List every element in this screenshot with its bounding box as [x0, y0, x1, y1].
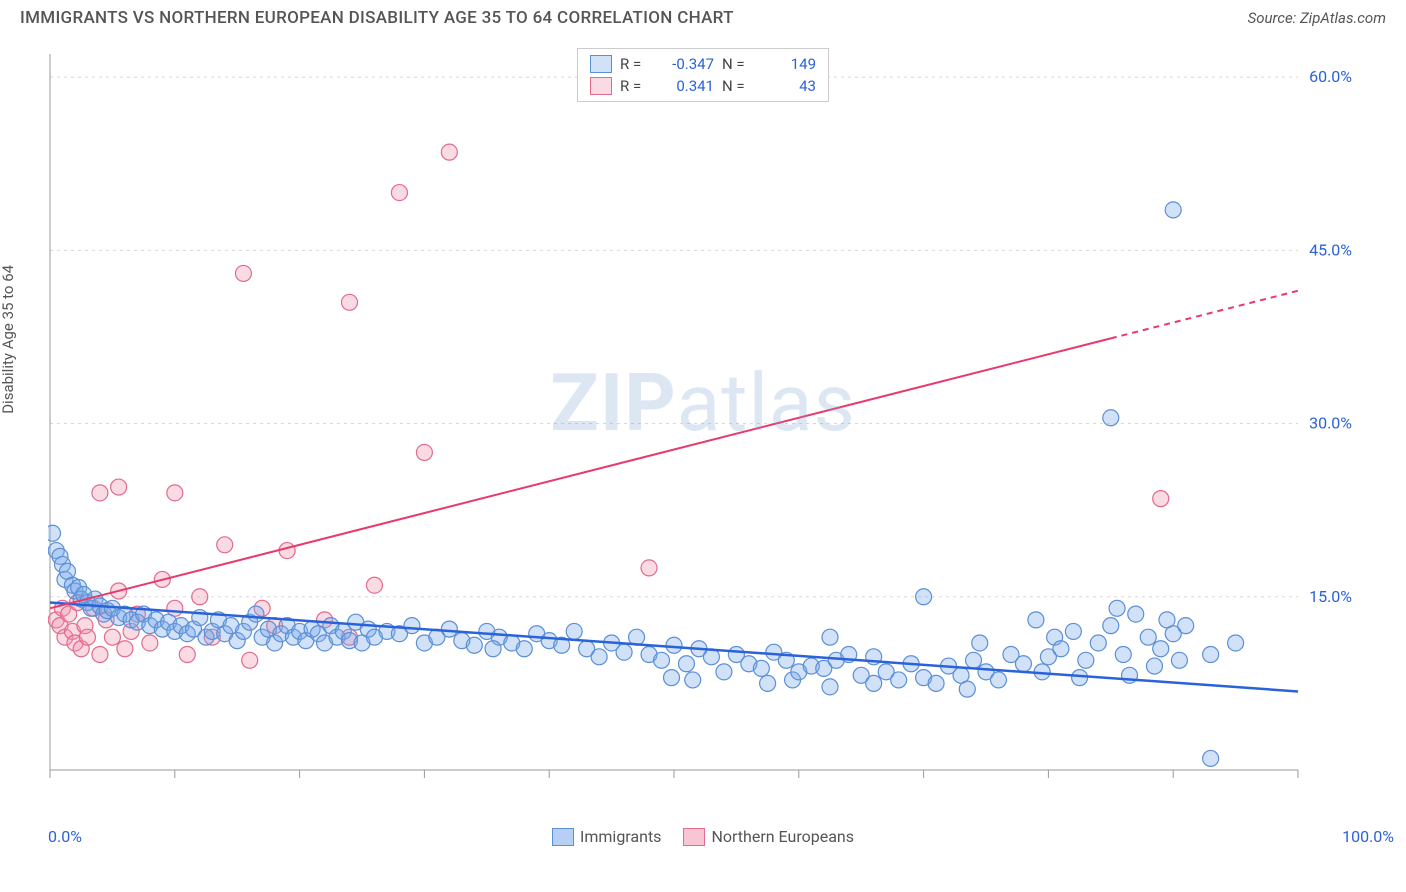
plot-area: 15.0% 30.0% 45.0% 60.0% R = -0.347 N = 149 …	[48, 48, 1358, 788]
legend-r-value-immigrants: -0.347	[654, 55, 714, 73]
svg-text:45.0%: 45.0%	[1309, 240, 1352, 259]
legend-n-label: N =	[722, 55, 748, 73]
legend-n-value-immigrants: 149	[756, 55, 816, 73]
legend-swatch-northern	[590, 77, 612, 95]
legend-swatch-immigrants	[590, 55, 612, 73]
legend-n-label: N =	[722, 77, 748, 95]
svg-text:30.0%: 30.0%	[1309, 414, 1352, 433]
chart-title: IMMIGRANTS VS NORTHERN EUROPEAN DISABILI…	[20, 8, 734, 28]
y-axis-label: Disability Age 35 to 64	[0, 265, 17, 414]
svg-text:15.0%: 15.0%	[1309, 587, 1352, 606]
legend-item-immigrants: Immigrants	[552, 827, 661, 846]
legend-label-northern: Northern Europeans	[711, 827, 854, 846]
correlation-legend: R = -0.347 N = 149 R = 0.341 N = 43	[577, 48, 829, 102]
legend-r-value-northern: 0.341	[654, 77, 714, 95]
chart-container: Disability Age 35 to 64 15.0% 30.0% 45.0% 6…	[0, 32, 1406, 852]
legend-n-value-northern: 43	[756, 77, 816, 95]
chart-header: IMMIGRANTS VS NORTHERN EUROPEAN DISABILI…	[0, 0, 1406, 32]
x-axis-max-label: 100.0%	[1342, 827, 1394, 846]
svg-text:60.0%: 60.0%	[1309, 67, 1352, 86]
series-legend: Immigrants Northern Europeans	[552, 827, 854, 846]
x-axis-min-label: 0.0%	[48, 827, 82, 846]
source-attribution: Source: ZipAtlas.com	[1248, 9, 1386, 27]
legend-r-label: R =	[620, 77, 646, 95]
legend-row-immigrants: R = -0.347 N = 149	[590, 53, 816, 75]
scatter-plot-svg: 15.0% 30.0% 45.0% 60.0%	[48, 48, 1358, 788]
legend-swatch-northern-icon	[683, 828, 705, 846]
legend-item-northern: Northern Europeans	[683, 827, 854, 846]
legend-label-immigrants: Immigrants	[580, 827, 661, 846]
legend-row-northern: R = 0.341 N = 43	[590, 75, 816, 97]
legend-swatch-immigrants-icon	[552, 828, 574, 846]
legend-r-label: R =	[620, 55, 646, 73]
